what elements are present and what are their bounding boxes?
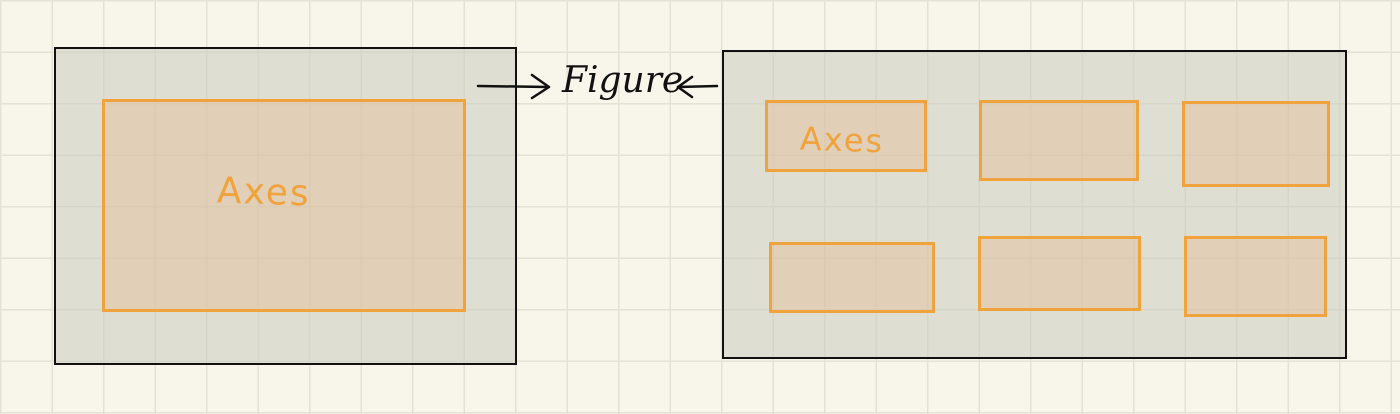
right-figure: Axes bbox=[722, 50, 1347, 359]
right-figure-axes-3 bbox=[1182, 101, 1330, 187]
arrow-right-icon bbox=[476, 73, 551, 100]
right-figure-axes-5 bbox=[978, 236, 1141, 311]
left-figure-axes: Axes bbox=[102, 99, 466, 312]
left-figure: Axes bbox=[54, 47, 517, 365]
figure-label: Figure bbox=[562, 60, 684, 101]
right-figure-axes-2 bbox=[979, 100, 1139, 181]
arrow-left-icon bbox=[676, 75, 719, 99]
right-figure-axes-4 bbox=[769, 242, 935, 313]
right-figure-axes-6 bbox=[1184, 236, 1327, 317]
right-figure-axes-1: Axes bbox=[765, 100, 927, 172]
